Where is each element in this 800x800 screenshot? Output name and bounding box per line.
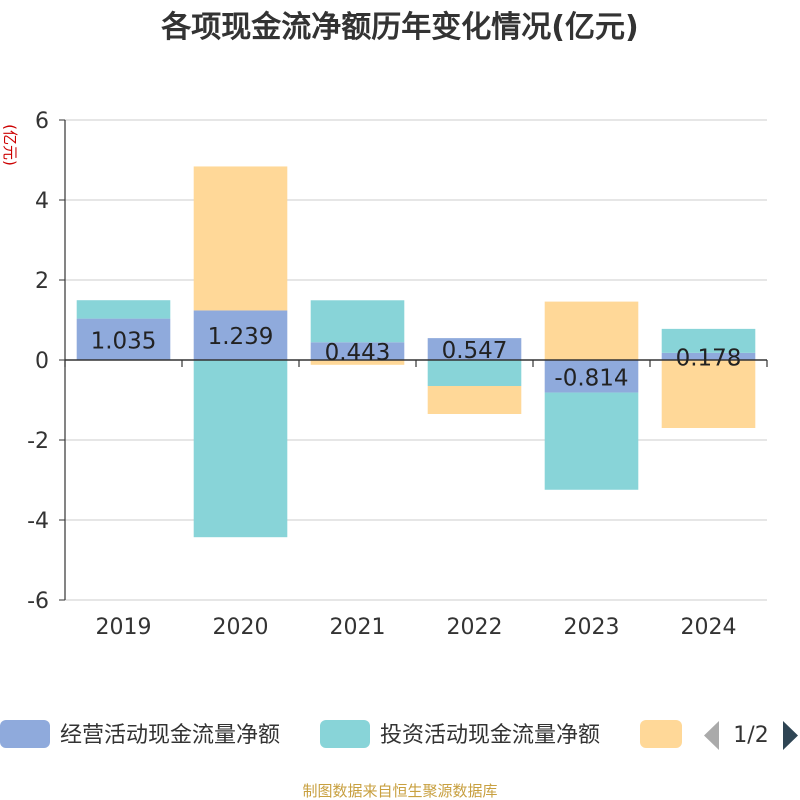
x-tick-label: 2020 [213,615,269,640]
x-tick-label: 2023 [564,615,620,640]
legend-label-operating[interactable]: 经营活动现金流量净额 [60,723,280,748]
bar-2021-series-1[interactable] [310,300,405,343]
bar-2021-series-2[interactable] [310,360,405,365]
data-labels: 1.035 1.239 0.443 0.547 -0.814 0.178 [91,324,742,391]
bar-series [76,166,756,538]
bar-2022-series-0[interactable] [427,338,522,360]
data-label: 0.178 [676,345,742,371]
bar-2024-series-0[interactable] [661,352,756,360]
y-tick-label: 2 [35,269,49,294]
data-label: 1.239 [208,324,274,350]
legend: 经营活动现金流量净额 投资活动现金流量净额 1/2 [0,720,798,750]
y-tick-label: -2 [27,429,49,454]
bar-2020-series-0[interactable] [193,310,288,360]
bar-2022-series-2[interactable] [427,386,522,414]
bar-2019-series-0[interactable] [76,318,171,360]
y-tick-label: 4 [35,189,49,214]
y-tick-label: 0 [35,349,49,374]
legend-next-page-icon[interactable] [783,721,798,750]
data-label: -0.814 [554,365,628,391]
data-label: 0.443 [325,340,391,366]
bar-2019-series-1[interactable] [76,300,171,319]
bar-2022-series-1[interactable] [427,360,522,386]
x-tick-label: 2022 [447,615,503,640]
y-axis-unit-label: (亿元) [1,124,19,166]
data-label: 0.547 [442,338,508,364]
bar-2023-series-2[interactable] [544,301,639,360]
bar-2020-series-2[interactable] [193,166,288,311]
x-tick-label: 2024 [681,615,737,640]
data-label: 1.035 [91,328,157,354]
bar-2023-series-0[interactable] [544,360,639,393]
x-tick-label: 2021 [330,615,386,640]
bar-2021-series-0[interactable] [310,342,405,360]
y-tick-label: -6 [27,589,49,614]
bar-2024-series-2[interactable] [661,360,756,428]
source-note: 制图数据来自恒生聚源数据库 [302,782,497,800]
legend-page-indicator: 1/2 [733,723,768,748]
chart-title: 各项现金流净额历年变化情况(亿元) [160,10,638,45]
legend-swatch-investing[interactable] [320,720,370,748]
y-tick-label: 6 [35,109,49,134]
bar-2024-series-1[interactable] [661,328,756,353]
axes [64,120,768,600]
x-tick-labels: 2019 2020 2021 2022 2023 2024 [96,615,737,640]
legend-swatch-operating[interactable] [0,720,50,748]
bar-2020-series-1[interactable] [193,360,288,538]
y-tick-label: -4 [27,509,49,534]
legend-prev-page-icon[interactable] [704,721,719,750]
legend-swatch-financing[interactable] [640,720,682,748]
x-tick-label: 2019 [96,615,152,640]
bar-2023-series-1[interactable] [544,392,639,490]
y-tick-labels: -6 -4 -2 0 2 4 6 [27,109,65,614]
legend-label-investing[interactable]: 投资活动现金流量净额 [380,723,600,748]
